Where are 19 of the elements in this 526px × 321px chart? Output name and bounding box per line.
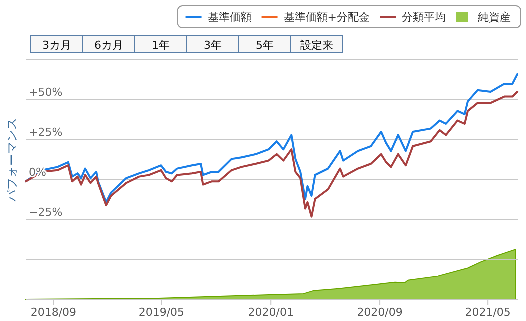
button: 設定来	[290, 36, 344, 54]
button: 3年	[186, 36, 240, 54]
y-tick-label: −25%	[29, 206, 63, 219]
legend-label: 基準価額+分配金	[284, 11, 370, 24]
x-tick-label: 2018/09	[30, 306, 77, 319]
x-tick-label: 2020/09	[357, 306, 403, 319]
button: 6カ月	[82, 36, 136, 54]
button: 3カ月	[30, 36, 84, 54]
y-axis-title: パフォーマンス	[5, 118, 19, 203]
legend-label: 純資産	[478, 11, 511, 24]
x-tick-label: 2019/05	[138, 306, 185, 319]
legend-label: 分類平均	[402, 11, 446, 24]
legend-label: 基準価額	[208, 11, 252, 24]
button: 1年	[134, 36, 188, 54]
y-tick-label: +25%	[29, 126, 63, 139]
x-tick-label: 2021/05	[465, 306, 511, 319]
x-tick-label: 2020/01	[248, 306, 294, 319]
y-tick-label: +50%	[29, 86, 63, 99]
button: 5年	[238, 36, 292, 54]
